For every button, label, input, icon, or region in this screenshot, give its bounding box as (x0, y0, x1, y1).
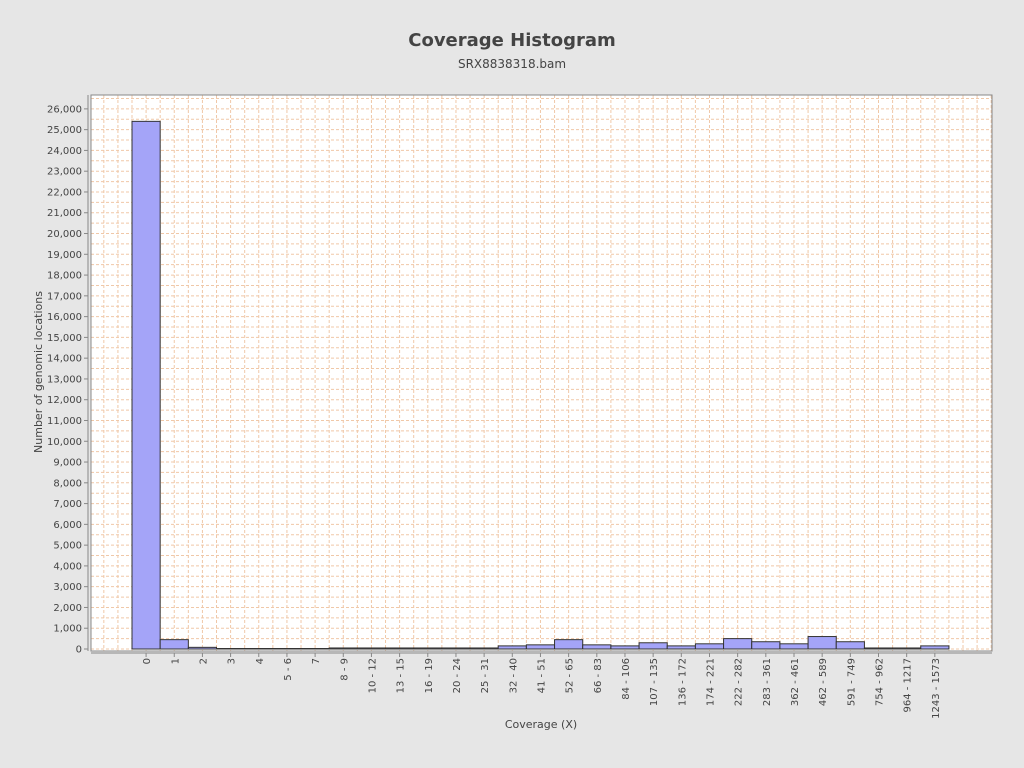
x-tick-label: 16 - 19 (424, 658, 435, 693)
x-tick-label: 362 - 461 (790, 658, 801, 706)
bar-13-15 (385, 647, 415, 650)
x-tick-label: 174 - 221 (705, 658, 716, 706)
bar-5-6 (272, 648, 302, 650)
bars (131, 120, 950, 650)
x-tick-label: 10 - 12 (367, 658, 378, 693)
y-tick-label: 3,000 (53, 582, 82, 593)
x-tick-label: 25 - 31 (480, 658, 491, 693)
bar-754-962 (863, 647, 894, 650)
x-tick-label: 1 (170, 658, 181, 664)
x-tick-label: 3 (227, 658, 238, 664)
x-tick-label: 964 - 1217 (903, 658, 914, 713)
y-tick-label: 16,000 (47, 312, 82, 323)
y-tick-label: 20,000 (47, 229, 82, 240)
x-tick-label: 136 - 172 (677, 658, 688, 706)
x-tick-label: 4 (255, 658, 266, 664)
plot-area (91, 95, 992, 651)
x-tick-label: 7 (311, 658, 322, 664)
y-tick-label: 14,000 (47, 354, 82, 365)
y-tick-label: 21,000 (47, 208, 82, 219)
x-tick-label: 462 - 589 (818, 658, 829, 706)
x-axis-ticks: 0 1 2 3 4 5 - 6 7 8 - 9 10 - 12 13 - 15 16 - 19 20 … (142, 653, 942, 719)
y-tick-label: 1,000 (53, 624, 82, 635)
bar-66-83 (582, 644, 612, 650)
y-tick-label: 19,000 (47, 250, 82, 261)
y-tick-label: 26,000 (47, 104, 82, 115)
y-tick-label: 22,000 (47, 187, 82, 198)
y-tick-label: 12,000 (47, 395, 82, 406)
bar-84-106 (610, 645, 640, 650)
bar-591-749 (835, 641, 865, 650)
y-tick-label: 6,000 (53, 520, 82, 531)
chart-subtitle: SRX8838318.bam (457, 57, 567, 71)
y-axis-title: Number of genomic locations (32, 291, 45, 453)
y-tick-label: 4,000 (53, 561, 82, 572)
bar-462-589 (807, 636, 837, 650)
bar-3 (216, 648, 246, 650)
bar-20-24 (441, 647, 471, 650)
bar-174-221 (694, 643, 725, 650)
x-tick-label: 20 - 24 (452, 658, 463, 693)
y-tick-label: 18,000 (47, 271, 82, 282)
x-tick-label: 5 - 6 (283, 658, 294, 681)
x-tick-label: 107 - 135 (649, 658, 660, 706)
bar-1 (159, 639, 189, 650)
bar-136-172 (666, 645, 696, 650)
y-tick-label: 25,000 (47, 125, 82, 136)
y-tick-label: 0 (76, 645, 82, 656)
x-tick-label: 8 - 9 (339, 658, 350, 681)
x-tick-label: 222 - 282 (734, 658, 745, 706)
bar-1243-1573 (920, 645, 950, 650)
bar-0 (131, 120, 161, 650)
bar-362-461 (779, 643, 809, 650)
bar-8-9 (328, 647, 358, 650)
bar-2 (187, 646, 218, 650)
y-tick-label: 11,000 (47, 416, 82, 427)
x-tick-label: 0 (142, 658, 153, 664)
x-tick-label: 1243 - 1573 (931, 658, 942, 719)
y-tick-label: 9,000 (53, 458, 82, 469)
bar-16-19 (413, 647, 443, 650)
y-tick-label: 2,000 (53, 603, 82, 614)
bar-52-65 (554, 639, 584, 650)
y-tick-label: 10,000 (47, 437, 82, 448)
bar-25-31 (469, 647, 499, 650)
x-axis-title: Coverage (X) (505, 718, 577, 731)
bar-4 (244, 648, 274, 650)
bar-283-361 (751, 641, 781, 650)
y-tick-label: 8,000 (53, 478, 82, 489)
y-tick-label: 15,000 (47, 333, 82, 344)
x-tick-label: 754 - 962 (875, 658, 886, 706)
y-axis-ticks: 0 1,000 2,000 3,000 4,000 5,000 6,000 7,000 8,00… (47, 104, 88, 656)
bar-107-135 (638, 642, 668, 650)
plot-border (90, 94, 993, 652)
x-tick-label: 32 - 40 (508, 658, 519, 693)
bar-32-40 (497, 645, 527, 650)
y-tick-label: 5,000 (53, 541, 82, 552)
y-tick-label: 7,000 (53, 499, 82, 510)
x-tick-label: 2 (198, 658, 209, 664)
bar-964-1217 (892, 647, 922, 650)
x-tick-label: 52 - 65 (565, 658, 576, 693)
chart-title: Coverage Histogram (408, 30, 616, 51)
bar-222-282 (723, 638, 753, 650)
bar-10-12 (356, 647, 387, 650)
y-tick-label: 17,000 (47, 291, 82, 302)
bar-41-51 (525, 644, 556, 650)
y-tick-label: 13,000 (47, 374, 82, 385)
x-tick-label: 283 - 361 (762, 658, 773, 706)
y-tick-label: 23,000 (47, 167, 82, 178)
x-tick-label: 41 - 51 (536, 658, 547, 693)
x-tick-label: 66 - 83 (593, 658, 604, 693)
bar-7 (300, 648, 330, 650)
x-tick-label: 591 - 749 (846, 658, 857, 706)
y-tick-label: 24,000 (47, 146, 82, 157)
x-tick-label: 13 - 15 (396, 658, 407, 693)
x-tick-label: 84 - 106 (621, 658, 632, 700)
